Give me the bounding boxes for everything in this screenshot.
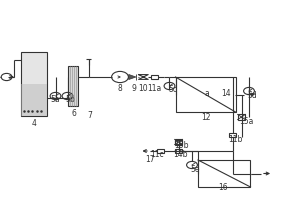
Polygon shape — [129, 74, 136, 80]
Text: 4: 4 — [32, 118, 37, 128]
Text: 11b: 11b — [228, 134, 243, 144]
Text: 7: 7 — [88, 110, 92, 119]
Text: 6: 6 — [71, 108, 76, 117]
Bar — [175, 139, 182, 145]
Bar — [21, 52, 46, 116]
Text: 9: 9 — [131, 84, 136, 93]
Text: 12: 12 — [201, 112, 210, 121]
Text: 5b: 5b — [66, 96, 75, 104]
Text: 11a: 11a — [147, 84, 162, 93]
Text: 8: 8 — [118, 84, 122, 93]
Text: 5e: 5e — [190, 164, 200, 173]
Text: 16: 16 — [219, 182, 228, 192]
Bar — [151, 75, 158, 79]
Text: 10: 10 — [139, 84, 148, 93]
Bar — [157, 149, 164, 153]
Bar — [238, 114, 245, 120]
Text: 14b: 14b — [174, 150, 188, 159]
Text: 5c: 5c — [168, 85, 177, 94]
Bar — [175, 140, 182, 144]
Bar — [68, 66, 78, 106]
Bar — [229, 133, 236, 137]
Bar — [198, 160, 250, 187]
Text: a: a — [205, 88, 209, 98]
Text: 5d: 5d — [247, 90, 257, 99]
Text: 17: 17 — [145, 154, 155, 164]
Text: 14: 14 — [222, 88, 231, 98]
Text: 5a: 5a — [51, 96, 60, 104]
Text: 15b: 15b — [174, 141, 189, 150]
Bar — [21, 84, 46, 116]
Text: 15a: 15a — [239, 116, 253, 126]
Text: 11c: 11c — [151, 150, 164, 159]
Bar — [176, 77, 236, 112]
Bar — [175, 149, 182, 153]
